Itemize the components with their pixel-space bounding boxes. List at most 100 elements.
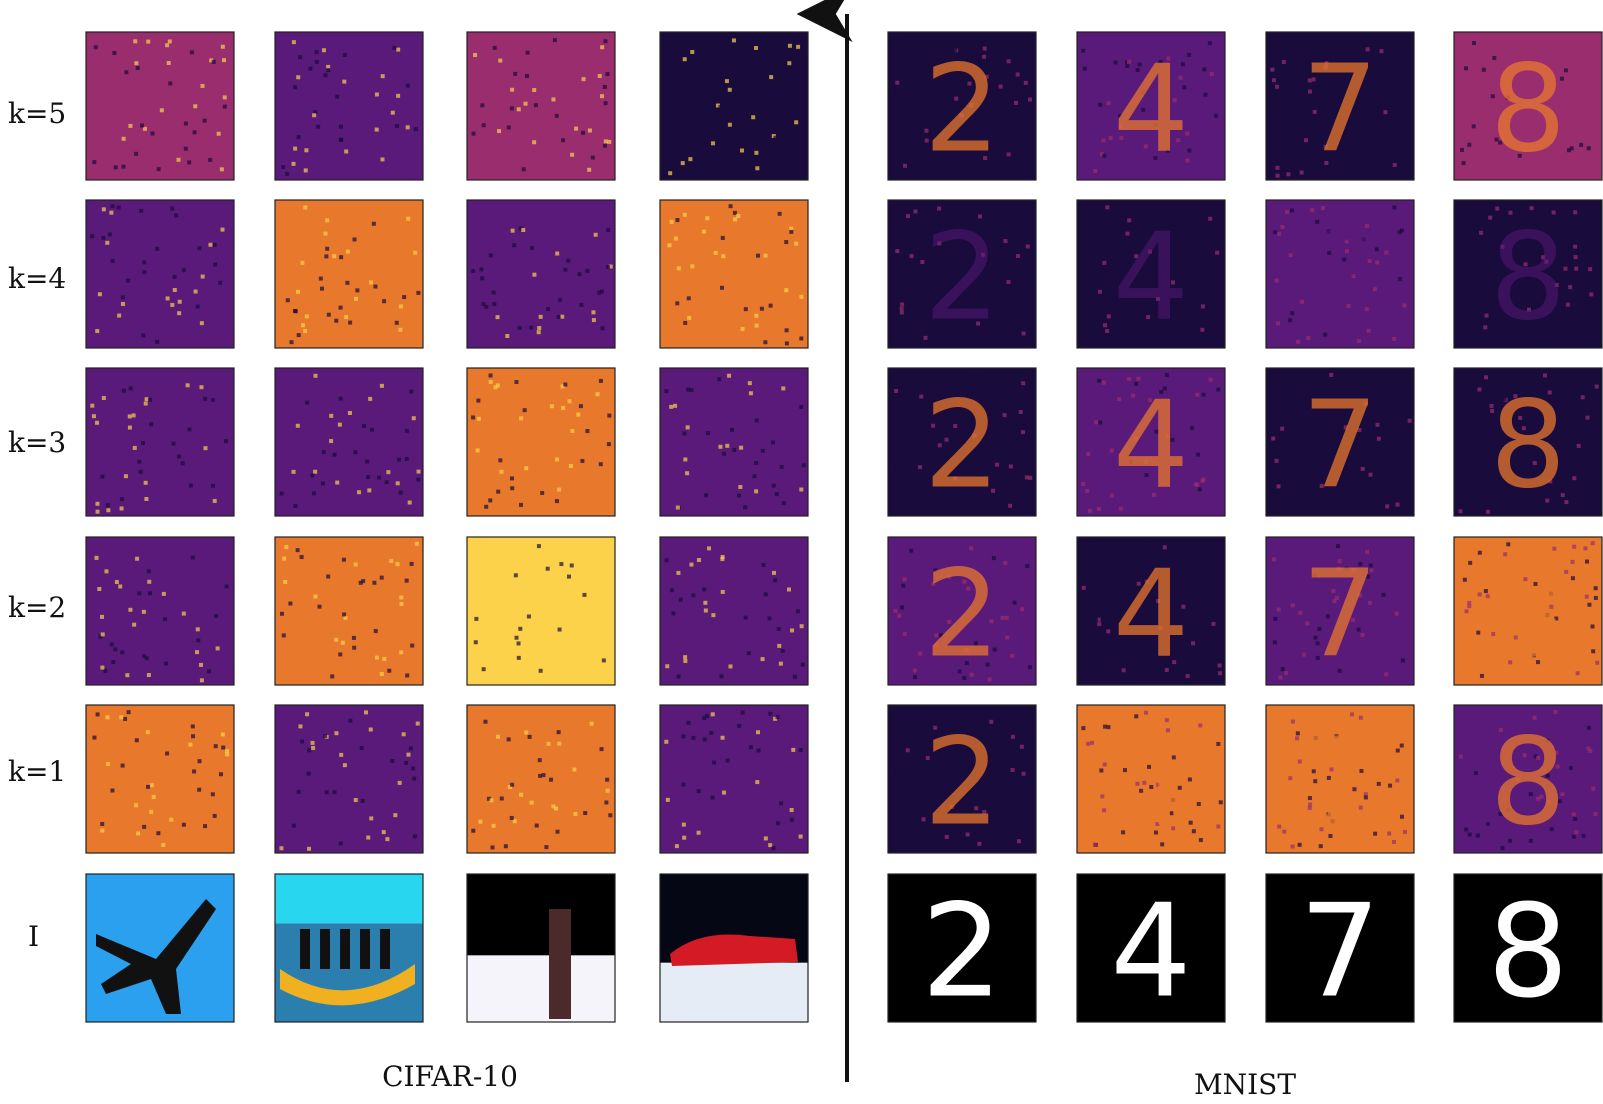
noise-pixel [369, 816, 374, 821]
noise-pixel [799, 487, 804, 492]
noise-pixel [771, 570, 776, 575]
noise-pixel [1024, 475, 1029, 480]
tile-border [1076, 31, 1226, 181]
noise-pixel [902, 157, 907, 162]
noise-pixel [960, 793, 965, 798]
noise-pixel [382, 657, 387, 662]
noise-pixel [1134, 254, 1139, 259]
noise-pixel [1015, 72, 1020, 77]
noise-pixel [703, 600, 708, 605]
noise-pixel [353, 450, 358, 455]
noise-pixel [689, 562, 694, 567]
noise-pixel [1375, 422, 1380, 427]
noise-pixel [199, 678, 204, 683]
noise-pixel [1588, 748, 1593, 753]
noise-pixel [121, 164, 126, 169]
noise-pixel [925, 97, 930, 102]
noise-pixel [358, 580, 363, 585]
noise-pixel [976, 321, 981, 326]
noise-pixel [1395, 502, 1400, 507]
noise-pixel [1209, 72, 1214, 77]
noise-pixel [989, 719, 994, 724]
noise-pixel [676, 674, 681, 679]
noise-pixel [993, 278, 998, 283]
tile-border [274, 873, 424, 1023]
noise-pixel [599, 94, 604, 99]
noise-pixel [320, 481, 325, 486]
row-label-k3: k=3 [8, 426, 66, 459]
noise-pixel [937, 241, 942, 246]
noise-pixel [514, 380, 519, 385]
noise-pixel [608, 264, 613, 269]
tile-background [86, 32, 234, 180]
noise-pixel [106, 508, 111, 513]
noise-pixel [1271, 78, 1276, 83]
noise-pixel [1288, 318, 1293, 323]
noise-pixel [1528, 838, 1533, 843]
noise-pixel [161, 591, 166, 596]
noise-pixel [704, 493, 709, 498]
noise-pixel [212, 498, 217, 503]
noise-pixel [1171, 280, 1176, 285]
noise-pixel [536, 330, 541, 335]
cifar-saliency-tile [274, 199, 424, 349]
mnist-saliency-tile: 2 [887, 199, 1037, 349]
noise-pixel [165, 43, 170, 48]
noise-pixel [488, 380, 493, 385]
tile-background [660, 537, 808, 685]
noise-pixel [1530, 244, 1535, 249]
noise-pixel [538, 668, 543, 673]
noise-pixel [1351, 105, 1356, 110]
noise-pixel [989, 619, 994, 624]
noise-pixel [1326, 229, 1331, 234]
noise-pixel [1029, 735, 1034, 740]
row-label-input: I [28, 920, 39, 953]
noise-pixel [1357, 593, 1362, 598]
noise-pixel [1349, 712, 1354, 717]
noise-pixel [1011, 491, 1016, 496]
noise-pixel [680, 161, 685, 166]
noise-pixel [119, 506, 124, 511]
noise-pixel [997, 300, 1002, 305]
noise-pixel [1365, 47, 1370, 52]
noise-pixel [1570, 331, 1575, 336]
noise-pixel [1464, 609, 1469, 614]
noise-pixel [303, 205, 308, 210]
rider [300, 929, 310, 969]
digit-glyph: 8 [1487, 877, 1568, 1026]
noise-pixel [607, 413, 612, 418]
noise-pixel [720, 557, 725, 562]
noise-pixel [188, 742, 193, 747]
noise-pixel [1318, 133, 1323, 138]
noise-pixel [954, 96, 959, 101]
noise-pixel [481, 123, 486, 128]
noise-pixel [225, 749, 230, 754]
noise-pixel [1140, 90, 1145, 95]
noise-pixel [1360, 466, 1365, 471]
noise-pixel [366, 835, 371, 840]
noise-pixel [710, 712, 715, 717]
mnist-input-tile: 8 [1453, 873, 1603, 1026]
noise-pixel [720, 589, 725, 594]
noise-pixel [913, 133, 918, 138]
noise-pixel [316, 124, 321, 129]
noise-pixel [950, 778, 955, 783]
noise-pixel [100, 665, 105, 670]
noise-pixel [1460, 147, 1465, 152]
noise-pixel [1008, 503, 1013, 508]
mnist-saliency-tile: 7 [1265, 367, 1415, 517]
noise-pixel [1594, 384, 1599, 389]
noise-pixel [570, 152, 575, 157]
mnist-saliency-tile: 4 [1076, 199, 1226, 349]
noise-pixel [214, 614, 219, 619]
noise-pixel [1308, 802, 1313, 807]
tile-border [887, 873, 1037, 1023]
noise-pixel [1216, 741, 1221, 746]
noise-pixel [1479, 230, 1484, 235]
noise-pixel [545, 566, 550, 571]
noise-pixel [598, 462, 603, 467]
noise-pixel [172, 288, 177, 293]
noise-pixel [1508, 838, 1513, 843]
noise-pixel [1342, 257, 1347, 262]
noise-pixel [799, 336, 804, 341]
